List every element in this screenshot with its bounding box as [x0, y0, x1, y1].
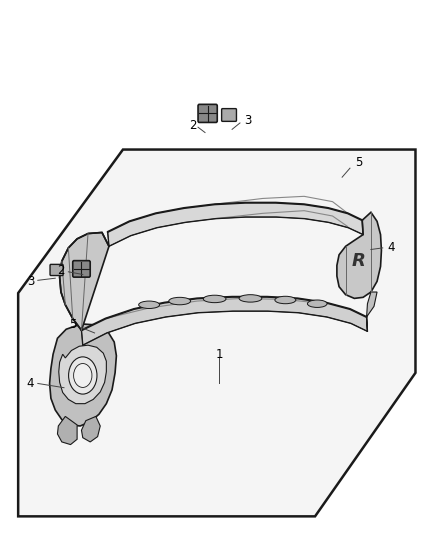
Text: R: R — [352, 252, 366, 270]
Text: 2: 2 — [57, 264, 65, 277]
Ellipse shape — [74, 364, 92, 387]
FancyBboxPatch shape — [50, 264, 63, 276]
Ellipse shape — [275, 296, 296, 304]
FancyBboxPatch shape — [222, 109, 237, 122]
Polygon shape — [108, 203, 363, 246]
Ellipse shape — [169, 297, 191, 305]
Text: 4: 4 — [27, 377, 34, 390]
Polygon shape — [18, 150, 416, 516]
FancyBboxPatch shape — [198, 104, 217, 123]
Polygon shape — [81, 297, 367, 345]
FancyBboxPatch shape — [73, 261, 90, 277]
Polygon shape — [49, 324, 117, 426]
Polygon shape — [57, 416, 77, 445]
Ellipse shape — [239, 295, 262, 302]
Ellipse shape — [307, 300, 327, 308]
Text: 1: 1 — [215, 348, 223, 361]
Polygon shape — [337, 212, 381, 298]
Text: 5: 5 — [69, 319, 76, 332]
Polygon shape — [59, 345, 106, 403]
Polygon shape — [60, 232, 109, 330]
Polygon shape — [367, 292, 377, 332]
Ellipse shape — [139, 301, 159, 309]
Text: 2: 2 — [189, 119, 197, 132]
Text: 3: 3 — [27, 275, 34, 288]
Text: 5: 5 — [355, 156, 362, 169]
Text: 3: 3 — [244, 114, 251, 127]
Polygon shape — [81, 416, 100, 442]
Text: 4: 4 — [388, 241, 395, 254]
Ellipse shape — [203, 295, 226, 303]
Ellipse shape — [69, 357, 97, 394]
